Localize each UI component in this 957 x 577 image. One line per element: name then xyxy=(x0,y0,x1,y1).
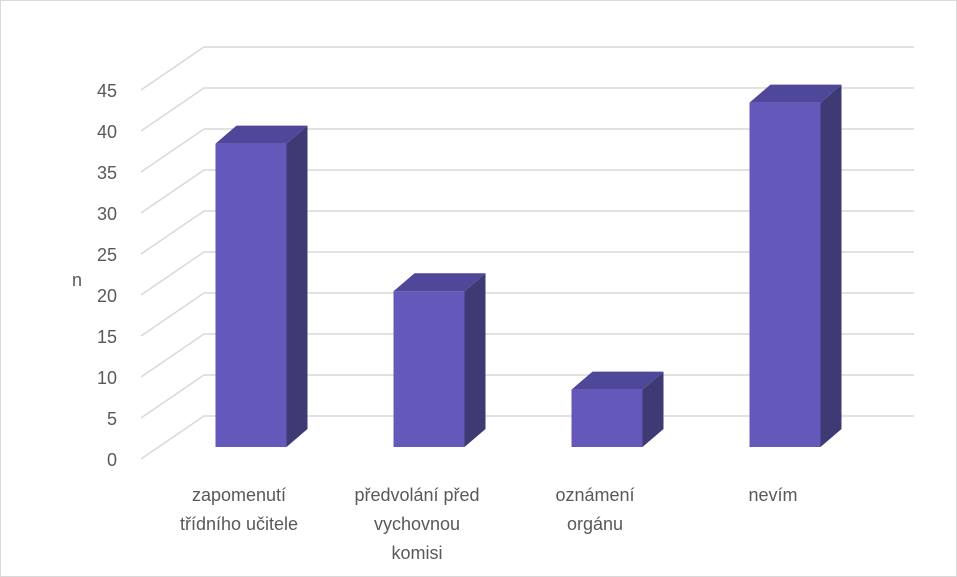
gridline xyxy=(140,374,914,419)
y-tick-label: 10 xyxy=(97,368,117,388)
y-tick-label: 0 xyxy=(107,450,117,470)
gridline xyxy=(140,415,914,460)
gridline xyxy=(140,128,914,173)
gridline xyxy=(140,210,914,255)
y-tick-label: 35 xyxy=(97,163,117,183)
x-tick-label: nevím xyxy=(748,485,797,505)
x-tick-label: zapomenutí třídního učitele xyxy=(180,485,298,534)
bar xyxy=(393,273,486,447)
y-tick-label: 15 xyxy=(97,327,117,347)
bar-side xyxy=(820,84,842,447)
x-axis-labels: zapomenutí třídního učitele předvolání pře… xyxy=(180,485,798,563)
x-tick-label-line: předvolání před xyxy=(354,485,479,505)
y-tick-label: 30 xyxy=(97,204,117,224)
y-tick-label: 5 xyxy=(107,409,117,429)
x-tick-label-line: třídního učitele xyxy=(180,514,298,534)
x-tick-label: oznámení orgánu xyxy=(555,485,634,534)
gridline xyxy=(140,292,914,337)
bar-front xyxy=(393,291,465,447)
bar-top xyxy=(571,371,664,390)
x-tick-label-line: orgánu xyxy=(567,514,623,534)
x-tick-label-line: komisi xyxy=(391,543,442,563)
y-tick-label: 20 xyxy=(97,286,117,306)
gridline xyxy=(140,87,914,132)
x-tick-label-line: nevím xyxy=(748,485,797,505)
bar-side xyxy=(286,125,308,447)
y-axis-title: n xyxy=(72,270,82,290)
bar xyxy=(749,84,842,447)
gridline xyxy=(140,46,914,91)
bar-front xyxy=(215,143,287,447)
x-tick-label-line: vychovnou xyxy=(374,514,460,534)
y-tick-label: 40 xyxy=(97,122,117,142)
x-tick-label-line: zapomenutí xyxy=(192,485,286,505)
bar-top xyxy=(215,125,308,144)
bar-side xyxy=(464,273,486,447)
bar-side xyxy=(642,371,664,447)
gridlines xyxy=(140,46,914,460)
y-axis-ticks: 0 5 10 15 20 25 30 35 40 45 xyxy=(97,81,117,470)
bar xyxy=(215,125,308,447)
x-tick-label-line: oznámení xyxy=(555,485,634,505)
y-tick-label: 25 xyxy=(97,245,117,265)
gridline xyxy=(140,251,914,296)
gridline xyxy=(140,169,914,214)
gridline xyxy=(140,333,914,378)
y-tick-label: 45 xyxy=(97,81,117,101)
bar-top xyxy=(749,84,842,103)
bars xyxy=(215,84,842,447)
bar xyxy=(571,371,664,447)
bar-front xyxy=(749,102,821,447)
x-tick-label: předvolání před vychovnou komisi xyxy=(354,485,479,563)
bar-top xyxy=(393,273,486,292)
bar-front xyxy=(571,389,643,447)
